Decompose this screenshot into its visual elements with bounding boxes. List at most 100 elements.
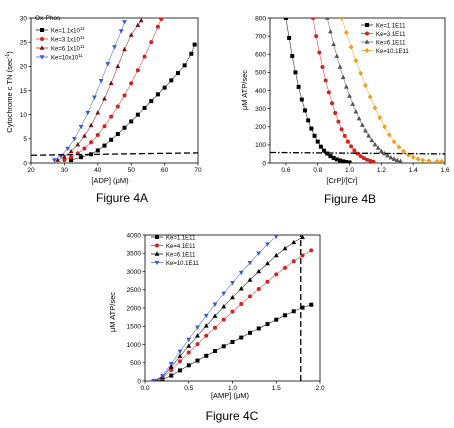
y-axis-label-4a-sup: -1	[5, 54, 11, 59]
data-point-c-2	[291, 239, 297, 245]
y-tick-label-c: 3000	[127, 269, 142, 276]
legend-label-a: Ke=6.1x1011	[51, 44, 85, 53]
data-point-c-0	[300, 305, 305, 310]
x-tick-label-c: 1.5	[272, 385, 281, 392]
data-point-a-2	[138, 18, 144, 23]
data-point-c-3	[256, 251, 262, 256]
data-point-b-2	[369, 137, 375, 143]
data-point-b-1	[368, 158, 373, 163]
legend-marker-c	[154, 260, 160, 266]
data-point-b-2	[378, 148, 384, 153]
data-point-c-1	[265, 279, 270, 284]
data-point-c-0	[256, 326, 261, 331]
data-point-a-2	[122, 46, 127, 52]
data-point-c-0	[291, 309, 296, 314]
data-point-a-0	[162, 85, 167, 90]
series-line-c-1	[153, 250, 312, 381]
data-point-a-0	[129, 119, 134, 124]
data-point-b-0	[347, 160, 352, 163]
y-tick-label-a: 30	[20, 15, 28, 22]
data-point-c-0	[248, 330, 252, 335]
data-point-b-0	[338, 158, 342, 163]
legend-marker-a	[39, 45, 45, 50]
data-point-a-3	[92, 95, 97, 100]
data-point-c-3	[168, 362, 174, 367]
data-point-b-3	[377, 115, 383, 121]
data-point-a-3	[98, 79, 104, 84]
legend-marker-a	[40, 28, 44, 32]
data-point-a-1	[159, 18, 164, 21]
data-point-b-1	[361, 156, 366, 161]
legend-marker-b	[365, 23, 369, 27]
data-point-c-0	[283, 313, 287, 318]
data-point-c-0	[204, 353, 209, 358]
data-point-c-2	[177, 353, 183, 358]
data-point-b-0	[296, 84, 301, 89]
y-tick-label-b: 500	[255, 70, 266, 77]
data-point-b-3	[420, 157, 426, 163]
data-point-b-3	[353, 57, 359, 64]
data-point-c-0	[213, 349, 217, 354]
y-tick-label-c: 500	[130, 360, 141, 367]
data-point-c-1	[283, 265, 287, 270]
data-point-a-1	[135, 68, 140, 73]
data-point-b-2	[359, 122, 365, 127]
data-point-c-1	[204, 333, 209, 338]
data-point-a-0	[175, 71, 180, 76]
data-point-b-2	[398, 158, 403, 163]
data-point-c-1	[256, 287, 261, 292]
data-point-c-3	[238, 270, 244, 276]
caption-4b: Figure 4B	[324, 192, 376, 206]
data-point-c-1	[230, 309, 235, 314]
data-point-c-1	[213, 325, 217, 330]
data-point-a-0	[189, 51, 194, 56]
legend-label-b: Ke=6.1E11	[376, 40, 406, 46]
data-point-b-3	[348, 44, 354, 50]
data-point-a-0	[169, 78, 174, 83]
data-point-c-3	[177, 349, 183, 355]
data-point-a-2	[128, 32, 134, 37]
data-point-b-2	[391, 156, 397, 161]
y-tick-label-b: 700	[255, 33, 266, 40]
x-axis-label-4c: [AMP] (μM)	[211, 391, 250, 400]
y-tick-label-c: 0	[137, 378, 141, 385]
legend-label-b: Ke=1.1E11	[376, 23, 406, 29]
data-point-a-1	[155, 24, 160, 29]
data-point-b-2	[382, 150, 387, 156]
data-point-c-0	[169, 373, 174, 378]
data-point-a-2	[115, 63, 121, 69]
data-point-a-2	[135, 22, 141, 28]
y-tick-label-b: 800	[255, 15, 266, 22]
data-point-a-2	[88, 122, 94, 128]
data-point-c-2	[195, 333, 200, 338]
data-point-c-2	[300, 235, 305, 239]
data-point-b-0	[299, 97, 304, 102]
data-point-c-3	[230, 281, 235, 286]
data-point-b-2	[331, 41, 337, 47]
data-point-a-3	[112, 45, 117, 50]
data-point-a-3	[65, 146, 71, 152]
data-point-c-0	[274, 317, 279, 322]
data-point-b-3	[372, 105, 378, 111]
x-axis-label-4a: [ADP] (μM)	[91, 176, 129, 185]
data-point-b-1	[349, 144, 354, 149]
axes-frame-b	[269, 17, 446, 164]
data-point-b-1	[323, 78, 328, 83]
y-tick-label-c: 3500	[127, 251, 142, 258]
data-point-a-0	[115, 132, 120, 136]
reference-line-a	[31, 152, 198, 156]
data-point-a-2	[102, 96, 107, 101]
data-point-b-1	[320, 64, 325, 69]
data-point-b-0	[290, 54, 295, 59]
y-tick-label-c: 4000	[127, 232, 142, 239]
data-point-c-3	[265, 242, 270, 247]
data-point-c-3	[151, 379, 157, 381]
legend-marker-b	[364, 47, 370, 54]
y-axis-label-4c: μM ATP/sec	[108, 292, 117, 332]
data-point-c-3	[203, 313, 209, 319]
data-point-b-0	[331, 155, 336, 160]
data-point-b-2	[337, 64, 343, 69]
legend-marker-b	[365, 31, 369, 36]
data-point-b-1	[314, 34, 319, 39]
y-tick-label-b: 600	[255, 52, 266, 59]
